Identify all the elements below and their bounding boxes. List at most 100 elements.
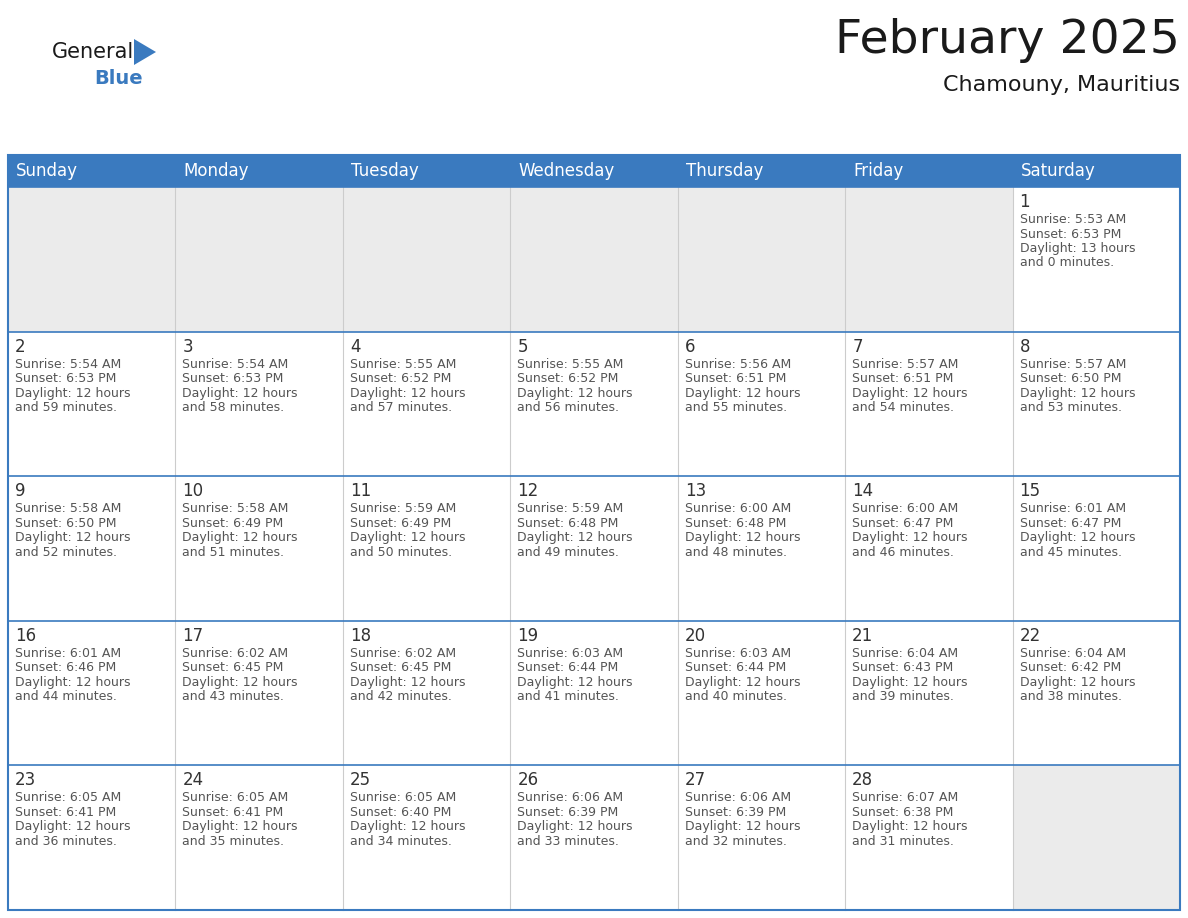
Bar bbox=[176, 187, 343, 331]
Text: and 38 minutes.: and 38 minutes. bbox=[1019, 690, 1121, 703]
Text: 20: 20 bbox=[684, 627, 706, 644]
Bar bbox=[343, 621, 511, 766]
Text: Daylight: 12 hours: Daylight: 12 hours bbox=[349, 821, 466, 834]
Text: 5: 5 bbox=[517, 338, 527, 355]
Bar bbox=[176, 331, 343, 476]
Text: Chamouny, Mauritius: Chamouny, Mauritius bbox=[943, 75, 1180, 95]
Text: Daylight: 12 hours: Daylight: 12 hours bbox=[852, 386, 968, 399]
Bar bbox=[845, 476, 1012, 621]
Text: Tuesday: Tuesday bbox=[350, 162, 418, 180]
Text: and 53 minutes.: and 53 minutes. bbox=[1019, 401, 1121, 414]
Text: 7: 7 bbox=[852, 338, 862, 355]
Text: Daylight: 12 hours: Daylight: 12 hours bbox=[15, 821, 131, 834]
Text: Sunset: 6:44 PM: Sunset: 6:44 PM bbox=[517, 661, 619, 675]
Text: 3: 3 bbox=[183, 338, 194, 355]
Bar bbox=[1012, 766, 1180, 910]
Text: Sunset: 6:51 PM: Sunset: 6:51 PM bbox=[684, 372, 786, 385]
Text: General: General bbox=[52, 42, 134, 62]
Text: and 49 minutes.: and 49 minutes. bbox=[517, 545, 619, 559]
Text: Thursday: Thursday bbox=[685, 162, 763, 180]
Text: 16: 16 bbox=[15, 627, 36, 644]
Text: and 36 minutes.: and 36 minutes. bbox=[15, 834, 116, 848]
Text: 21: 21 bbox=[852, 627, 873, 644]
Text: Sunset: 6:39 PM: Sunset: 6:39 PM bbox=[684, 806, 786, 819]
Text: 8: 8 bbox=[1019, 338, 1030, 355]
Bar bbox=[8, 187, 176, 331]
Text: Sunrise: 5:57 AM: Sunrise: 5:57 AM bbox=[852, 358, 959, 371]
Text: 27: 27 bbox=[684, 771, 706, 789]
Text: and 42 minutes.: and 42 minutes. bbox=[349, 690, 451, 703]
Text: Sunrise: 5:55 AM: Sunrise: 5:55 AM bbox=[517, 358, 624, 371]
Text: 17: 17 bbox=[183, 627, 203, 644]
Bar bbox=[176, 476, 343, 621]
Text: and 45 minutes.: and 45 minutes. bbox=[1019, 545, 1121, 559]
Text: Sunset: 6:47 PM: Sunset: 6:47 PM bbox=[852, 517, 954, 530]
Bar bbox=[677, 621, 845, 766]
Text: 6: 6 bbox=[684, 338, 695, 355]
Text: Sunset: 6:41 PM: Sunset: 6:41 PM bbox=[183, 806, 284, 819]
Text: Blue: Blue bbox=[94, 69, 143, 87]
Text: 18: 18 bbox=[349, 627, 371, 644]
Bar bbox=[176, 766, 343, 910]
Text: Sunset: 6:53 PM: Sunset: 6:53 PM bbox=[183, 372, 284, 385]
Bar bbox=[511, 766, 677, 910]
Text: Daylight: 12 hours: Daylight: 12 hours bbox=[15, 532, 131, 544]
Bar bbox=[8, 155, 1180, 187]
Text: Daylight: 12 hours: Daylight: 12 hours bbox=[684, 386, 801, 399]
Text: Sunset: 6:48 PM: Sunset: 6:48 PM bbox=[684, 517, 786, 530]
Text: Friday: Friday bbox=[853, 162, 903, 180]
Text: Sunset: 6:51 PM: Sunset: 6:51 PM bbox=[852, 372, 954, 385]
Text: Daylight: 12 hours: Daylight: 12 hours bbox=[349, 532, 466, 544]
Text: and 44 minutes.: and 44 minutes. bbox=[15, 690, 116, 703]
Text: Sunrise: 5:59 AM: Sunrise: 5:59 AM bbox=[517, 502, 624, 515]
Text: and 58 minutes.: and 58 minutes. bbox=[183, 401, 285, 414]
Text: Sunset: 6:45 PM: Sunset: 6:45 PM bbox=[349, 661, 451, 675]
Bar bbox=[677, 187, 845, 331]
Text: Daylight: 12 hours: Daylight: 12 hours bbox=[183, 821, 298, 834]
Text: and 34 minutes.: and 34 minutes. bbox=[349, 834, 451, 848]
Text: 26: 26 bbox=[517, 771, 538, 789]
Text: Daylight: 12 hours: Daylight: 12 hours bbox=[15, 386, 131, 399]
Bar bbox=[343, 766, 511, 910]
Text: 25: 25 bbox=[349, 771, 371, 789]
Text: and 35 minutes.: and 35 minutes. bbox=[183, 834, 284, 848]
Text: Sunrise: 5:58 AM: Sunrise: 5:58 AM bbox=[15, 502, 121, 515]
Text: Sunrise: 6:00 AM: Sunrise: 6:00 AM bbox=[852, 502, 959, 515]
Text: and 43 minutes.: and 43 minutes. bbox=[183, 690, 284, 703]
Text: Sunrise: 6:02 AM: Sunrise: 6:02 AM bbox=[349, 647, 456, 660]
Text: Daylight: 12 hours: Daylight: 12 hours bbox=[15, 676, 131, 688]
Text: and 31 minutes.: and 31 minutes. bbox=[852, 834, 954, 848]
Text: Sunrise: 6:01 AM: Sunrise: 6:01 AM bbox=[1019, 502, 1126, 515]
Text: Daylight: 12 hours: Daylight: 12 hours bbox=[183, 386, 298, 399]
Text: Sunrise: 6:04 AM: Sunrise: 6:04 AM bbox=[1019, 647, 1126, 660]
Bar bbox=[677, 766, 845, 910]
Text: Sunset: 6:49 PM: Sunset: 6:49 PM bbox=[349, 517, 451, 530]
Text: Sunrise: 6:05 AM: Sunrise: 6:05 AM bbox=[183, 791, 289, 804]
Text: Sunrise: 5:54 AM: Sunrise: 5:54 AM bbox=[183, 358, 289, 371]
Text: and 56 minutes.: and 56 minutes. bbox=[517, 401, 619, 414]
Text: Sunset: 6:47 PM: Sunset: 6:47 PM bbox=[1019, 517, 1121, 530]
Text: and 0 minutes.: and 0 minutes. bbox=[1019, 256, 1113, 270]
Text: 28: 28 bbox=[852, 771, 873, 789]
Text: Daylight: 13 hours: Daylight: 13 hours bbox=[1019, 242, 1135, 255]
Bar bbox=[8, 155, 1180, 910]
Text: 15: 15 bbox=[1019, 482, 1041, 500]
Text: Sunset: 6:53 PM: Sunset: 6:53 PM bbox=[1019, 228, 1121, 241]
Text: Daylight: 12 hours: Daylight: 12 hours bbox=[183, 532, 298, 544]
Text: 19: 19 bbox=[517, 627, 538, 644]
Text: Sunset: 6:42 PM: Sunset: 6:42 PM bbox=[1019, 661, 1120, 675]
Bar bbox=[1012, 476, 1180, 621]
Text: Sunset: 6:39 PM: Sunset: 6:39 PM bbox=[517, 806, 619, 819]
Text: Daylight: 12 hours: Daylight: 12 hours bbox=[852, 532, 968, 544]
Bar bbox=[511, 476, 677, 621]
Text: 23: 23 bbox=[15, 771, 37, 789]
Text: and 57 minutes.: and 57 minutes. bbox=[349, 401, 451, 414]
Text: Daylight: 12 hours: Daylight: 12 hours bbox=[684, 532, 801, 544]
Text: 9: 9 bbox=[15, 482, 25, 500]
Text: and 59 minutes.: and 59 minutes. bbox=[15, 401, 116, 414]
Bar bbox=[845, 766, 1012, 910]
Text: Sunset: 6:46 PM: Sunset: 6:46 PM bbox=[15, 661, 116, 675]
Text: Daylight: 12 hours: Daylight: 12 hours bbox=[1019, 386, 1135, 399]
Text: 4: 4 bbox=[349, 338, 360, 355]
Text: Sunrise: 5:56 AM: Sunrise: 5:56 AM bbox=[684, 358, 791, 371]
